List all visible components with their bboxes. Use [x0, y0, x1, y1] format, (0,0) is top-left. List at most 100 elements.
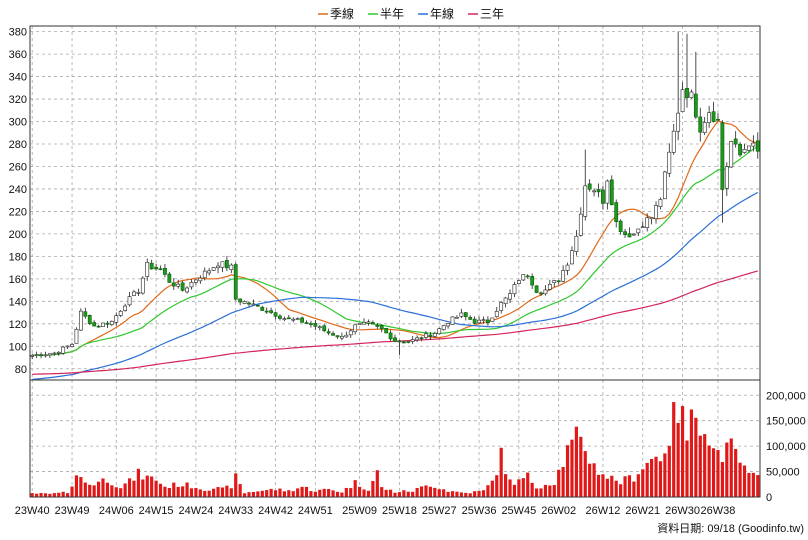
- candle-body: [78, 310, 83, 331]
- volume-bar: [499, 447, 503, 497]
- candle-body: [441, 325, 446, 330]
- volume-bar: [614, 480, 618, 497]
- candle-body: [702, 122, 707, 133]
- price-tick-label: 100: [9, 341, 27, 353]
- volume-bar: [313, 491, 317, 497]
- candle-body: [463, 312, 468, 317]
- volume-tick-label: 200,000: [766, 390, 806, 402]
- volume-bar: [442, 489, 446, 497]
- volume-bar: [278, 488, 282, 497]
- candle-body: [627, 233, 632, 238]
- candle-body: [74, 328, 79, 344]
- volume-bar: [132, 480, 136, 497]
- volume-bar: [74, 475, 79, 497]
- volume-bar: [619, 484, 623, 497]
- candle-body: [158, 268, 163, 270]
- volume-bar: [424, 485, 428, 497]
- candle-body: [755, 140, 760, 152]
- candle-body: [680, 89, 685, 112]
- candle-body: [220, 261, 225, 268]
- volume-bar: [265, 490, 269, 497]
- candle-body: [65, 345, 70, 348]
- candle-body: [578, 213, 583, 236]
- candle-body: [335, 335, 340, 338]
- volume-bar: [411, 491, 415, 497]
- volume-bar: [543, 484, 548, 497]
- candle-body: [154, 266, 158, 270]
- volume-bar: [534, 488, 539, 497]
- candle-body: [716, 119, 720, 121]
- volume-bar: [66, 493, 70, 497]
- volume-bar: [145, 475, 149, 497]
- volume-bar: [136, 468, 140, 497]
- time-tick-label: 24W51: [298, 505, 333, 517]
- ma-line-季線: [32, 120, 758, 356]
- candle-body: [96, 325, 101, 328]
- volume-bar: [260, 490, 264, 497]
- time-tick-label: 25W27: [422, 505, 457, 517]
- candle-body: [645, 217, 650, 229]
- candle-body: [114, 315, 119, 323]
- candle-body: [419, 337, 424, 339]
- volume-bar: [641, 469, 645, 497]
- candle-body: [255, 304, 260, 307]
- volume-bar: [468, 493, 472, 497]
- candle-body: [698, 116, 703, 133]
- candle-body: [486, 319, 490, 323]
- candle-body: [207, 270, 212, 274]
- volume-bar: [574, 426, 578, 497]
- price-tick-label: 320: [9, 94, 27, 106]
- candle-body: [286, 317, 291, 320]
- candle-body: [508, 293, 512, 300]
- candle-body: [145, 261, 150, 277]
- volume-bar: [52, 493, 56, 497]
- candle-body: [291, 318, 296, 321]
- volume-bar: [658, 461, 663, 497]
- candle-body: [724, 166, 729, 189]
- volume-bar: [150, 476, 154, 497]
- candle-body: [233, 264, 238, 300]
- volume-bar: [48, 493, 52, 497]
- volume-bar: [384, 489, 388, 497]
- volume-bar: [473, 491, 477, 497]
- candle-body: [605, 180, 610, 204]
- candle-body: [406, 341, 411, 343]
- volume-bar: [309, 491, 313, 497]
- plot-frames: [29, 25, 761, 498]
- time-tick-label: 24W24: [178, 505, 213, 517]
- chart-legend: 季線 半年 年線 三年: [318, 6, 504, 21]
- candle-body: [322, 325, 327, 332]
- time-tick-label: 25W45: [501, 505, 536, 517]
- candle-body: [375, 324, 380, 327]
- candle-body: [592, 190, 596, 193]
- candle-body: [720, 122, 725, 190]
- volume-bar: [172, 482, 176, 497]
- volume-bar: [141, 479, 145, 497]
- volume-bar: [185, 482, 189, 497]
- volume-bar: [216, 487, 220, 497]
- volume-bar: [548, 485, 552, 497]
- candle-body: [384, 327, 389, 334]
- candle-body: [556, 280, 561, 283]
- time-tick-label: 26W30: [665, 505, 700, 517]
- candle-body: [711, 111, 716, 122]
- volume-bar: [521, 478, 525, 497]
- candle-body: [92, 322, 97, 327]
- candle-body: [494, 311, 499, 317]
- candle-body: [379, 324, 384, 330]
- price-tick-label: 240: [9, 184, 27, 196]
- candle-body: [596, 189, 601, 193]
- candle-body: [87, 315, 92, 324]
- candle-body: [570, 250, 574, 265]
- volume-bar: [632, 481, 636, 497]
- candle-body: [260, 307, 265, 311]
- time-axis-ticks: 23W40 23W49 24W06 24W15 24W24 24W33 24W42 24W51…: [15, 505, 736, 517]
- volume-bar: [79, 477, 83, 497]
- candle-body: [317, 326, 322, 329]
- candle-body: [180, 282, 185, 291]
- volume-bar: [194, 487, 198, 497]
- candle-body: [136, 292, 141, 294]
- volume-bar: [296, 488, 300, 497]
- volume-bar: [592, 463, 596, 497]
- price-tick-label: 260: [9, 161, 27, 173]
